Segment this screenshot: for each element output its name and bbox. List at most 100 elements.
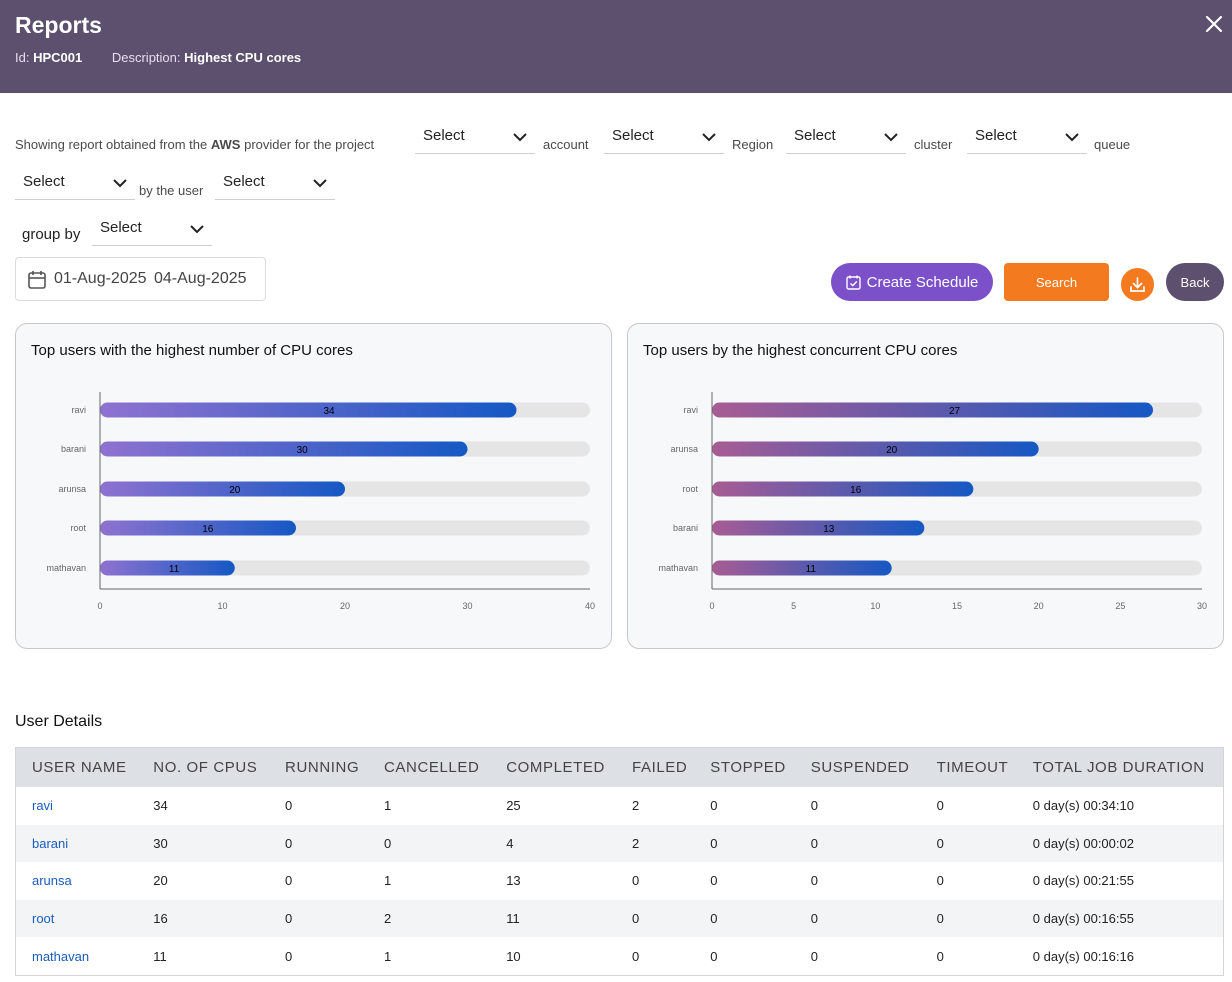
column-header: CANCELLED	[383, 759, 480, 776]
table-cell: 0	[810, 835, 818, 851]
user-details-table: USER NAME NO. OF CPUS RUNNING CANCELLED COMP…	[15, 747, 1224, 976]
x-tick-label: 20	[1034, 601, 1044, 611]
bar-ravi[interactable]	[100, 402, 517, 418]
table-cell: 0	[632, 948, 640, 964]
project-select[interactable]: Select	[415, 122, 535, 154]
table-cell: 13	[506, 873, 521, 889]
table-cell: 30	[153, 835, 168, 851]
close-icon[interactable]	[1202, 12, 1226, 36]
table-cell: 2	[632, 835, 640, 851]
bar-root[interactable]	[100, 520, 296, 536]
table-cell: 0	[710, 911, 718, 927]
table-cell: 0 day(s) 00:00:02	[1032, 835, 1134, 851]
table-cell: 4	[506, 835, 514, 851]
x-tick-label: 10	[870, 601, 880, 611]
bar-value-label: 13	[823, 524, 835, 535]
table-cell: 0	[710, 835, 718, 851]
table-cell: 0	[710, 873, 718, 889]
chart-card-cpu-cores: Top users with the highest number of CPU…	[15, 323, 612, 649]
bar-value-label: 16	[850, 485, 862, 496]
calendar-icon	[28, 271, 46, 289]
chevron-down-icon	[513, 133, 527, 142]
category-label: arunsa	[58, 484, 86, 494]
chevron-down-icon	[884, 133, 898, 142]
account-label: account	[543, 137, 589, 152]
bar-value-label: 20	[886, 445, 898, 456]
cluster-label: cluster	[914, 137, 953, 152]
bar-value-label: 11	[169, 564, 180, 575]
bar-ravi[interactable]	[712, 402, 1153, 418]
table-cell: 1	[383, 948, 392, 964]
x-tick-label: 30	[462, 601, 472, 611]
table-cell: 0	[383, 835, 392, 851]
region-select[interactable]: Select	[786, 122, 906, 154]
x-tick-label: 15	[952, 601, 962, 611]
bar-mathavan[interactable]	[712, 560, 892, 576]
user-link[interactable]: barani	[32, 835, 69, 851]
date-start: 01-Aug-2025	[54, 270, 147, 287]
bar-value-label: 11	[806, 564, 817, 575]
table-cell: 0	[285, 911, 293, 927]
bar-value-label: 16	[202, 524, 214, 535]
table-cell: 0	[810, 798, 818, 814]
page-title: Reports	[15, 12, 102, 38]
search-button[interactable]: Search	[1004, 263, 1109, 301]
cluster-select[interactable]: Select	[967, 122, 1087, 154]
category-label: mathavan	[46, 563, 86, 573]
user-link[interactable]: arunsa	[32, 873, 72, 889]
table-cell: 0	[632, 911, 640, 927]
provider-name: AWS	[210, 137, 241, 152]
user-link[interactable]: root	[32, 911, 55, 927]
create-schedule-button[interactable]: Create Schedule	[831, 263, 993, 301]
table-cell: 0	[632, 873, 640, 889]
table-body: ravi 34 0 1 25 2 0 0 0 0 day(s) 00:34:10 barani 30 0…	[16, 787, 1223, 975]
table-cell: 11	[506, 911, 520, 927]
table-cell: 0 day(s) 00:16:55	[1032, 911, 1134, 927]
column-header: USER NAME	[32, 759, 127, 776]
queue-label: queue	[1094, 137, 1131, 152]
bar-root[interactable]	[712, 481, 974, 497]
column-header: TIMEOUT	[936, 759, 1009, 776]
filter-intro: Showing report obtained from the AWS pro…	[15, 137, 375, 152]
table-cell: 0 day(s) 00:21:55	[1032, 873, 1134, 889]
report-header: Reports Id: HPC001 Description: Highest …	[0, 0, 1232, 93]
user-link[interactable]: ravi	[32, 798, 53, 814]
account-select[interactable]: Select	[604, 122, 724, 154]
x-tick-label: 10	[217, 601, 227, 611]
cpu-cores-bar-chart: 34 ravi 30 barani 20 arunsa 16 root 11 mathavan 0 1…	[46, 392, 595, 611]
bar-arunsa[interactable]	[100, 481, 345, 497]
bar-mathavan[interactable]	[100, 560, 235, 576]
report-meta: Id: HPC001 Description: Highest CPU core…	[15, 50, 327, 65]
table-row: root 16 0 2 11 0 0 0 0 0 day(s) 00:16:55	[16, 899, 1223, 938]
bar-barani[interactable]	[712, 520, 925, 536]
table-cell: 0	[285, 873, 293, 889]
category-label: root	[682, 484, 698, 494]
column-header: RUNNING	[285, 759, 360, 776]
user-select[interactable]: Select	[215, 168, 335, 200]
x-tick-label: 40	[585, 601, 595, 611]
queue-select[interactable]: Select	[15, 168, 135, 200]
x-tick-label: 25	[1115, 601, 1125, 611]
table-cell: 0	[936, 798, 944, 814]
column-header: FAILED	[632, 759, 688, 776]
category-label: barani	[61, 444, 86, 454]
user-label: by the user	[139, 183, 204, 198]
bar-arunsa[interactable]	[712, 441, 1039, 457]
table-cell: 2	[383, 911, 392, 927]
bar-value-label: 27	[949, 406, 961, 417]
chevron-down-icon	[313, 179, 327, 188]
column-header: COMPLETED	[506, 759, 605, 776]
date-range-picker[interactable]: 01-Aug-2025 04-Aug-2025	[15, 257, 266, 301]
groupby-select[interactable]: Select	[92, 214, 212, 246]
user-link[interactable]: mathavan	[32, 948, 90, 964]
user-details-title: User Details	[15, 713, 103, 730]
table-cell: 0	[936, 948, 944, 964]
back-button[interactable]: Back	[1166, 263, 1224, 301]
table-cell: 0	[710, 948, 718, 964]
category-label: ravi	[683, 405, 698, 415]
description-value: Highest CPU cores	[184, 50, 302, 65]
category-label: root	[70, 523, 86, 533]
download-button[interactable]	[1121, 268, 1154, 301]
category-label: arunsa	[670, 444, 698, 454]
bar-barani[interactable]	[100, 441, 468, 457]
